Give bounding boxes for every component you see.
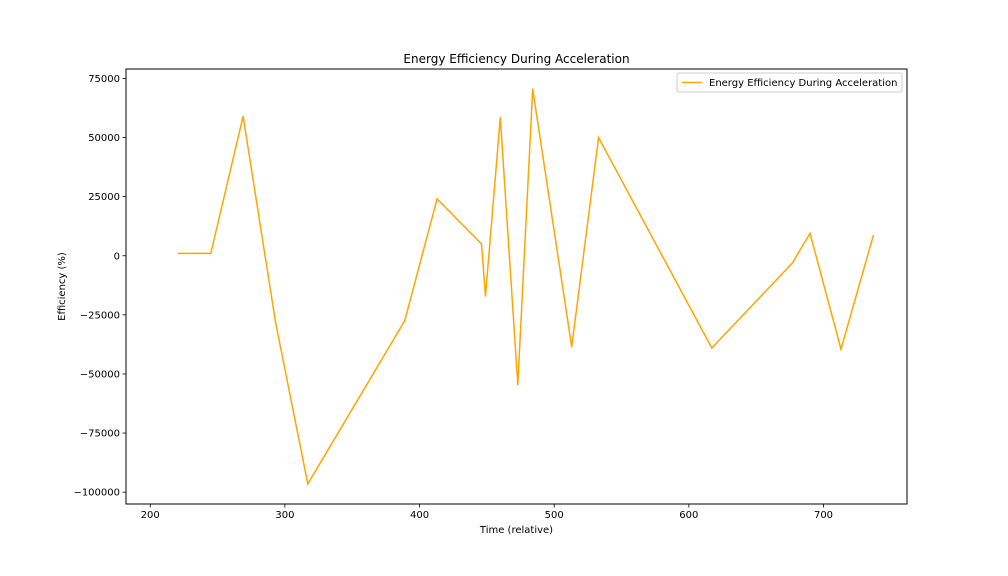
- chart-title: Energy Efficiency During Acceleration: [403, 52, 629, 66]
- data-point: [177, 252, 180, 255]
- data-point: [499, 116, 502, 119]
- data-point: [872, 234, 875, 237]
- data-point: [597, 136, 600, 139]
- x-tick-label: 400: [410, 510, 429, 521]
- data-point: [791, 262, 794, 264]
- legend: Energy Efficiency During Acceleration: [676, 72, 903, 93]
- y-tick-label: −25000: [80, 310, 120, 321]
- data-point: [242, 115, 244, 118]
- data-point: [531, 88, 534, 90]
- x-tick-label: 500: [545, 510, 564, 521]
- y-tick-label: 50000: [88, 133, 120, 144]
- data-point: [403, 320, 406, 322]
- data-point: [436, 198, 438, 200]
- data-point: [307, 483, 309, 485]
- x-tick-label: 300: [275, 510, 294, 521]
- data-point: [517, 383, 519, 386]
- x-axis-label: Time (relative): [479, 525, 553, 536]
- data-point: [840, 348, 842, 350]
- y-tick-label: −75000: [80, 429, 120, 440]
- y-tick-label: 25000: [88, 192, 120, 203]
- y-tick-label: −100000: [73, 488, 120, 499]
- data-point: [274, 321, 277, 323]
- plot-frame: [125, 68, 908, 505]
- data-point: [809, 232, 811, 235]
- y-tick-label: 75000: [88, 74, 120, 85]
- y-tick-label: −50000: [80, 369, 120, 380]
- y-tick-label: 0: [114, 251, 120, 262]
- data-point: [210, 252, 212, 255]
- data-point: [484, 295, 487, 297]
- data-point: [570, 346, 573, 348]
- x-tick-label: 200: [141, 510, 160, 521]
- legend-box: [676, 72, 903, 93]
- data-point: [711, 347, 713, 349]
- legend-label: Energy Efficiency During Acceleration: [709, 78, 897, 89]
- y-axis-label: Efficiency (%): [57, 252, 68, 321]
- x-tick-label: 700: [814, 510, 833, 521]
- series-line: [178, 88, 875, 486]
- x-tick-label: 600: [679, 510, 698, 521]
- data-point: [480, 243, 483, 245]
